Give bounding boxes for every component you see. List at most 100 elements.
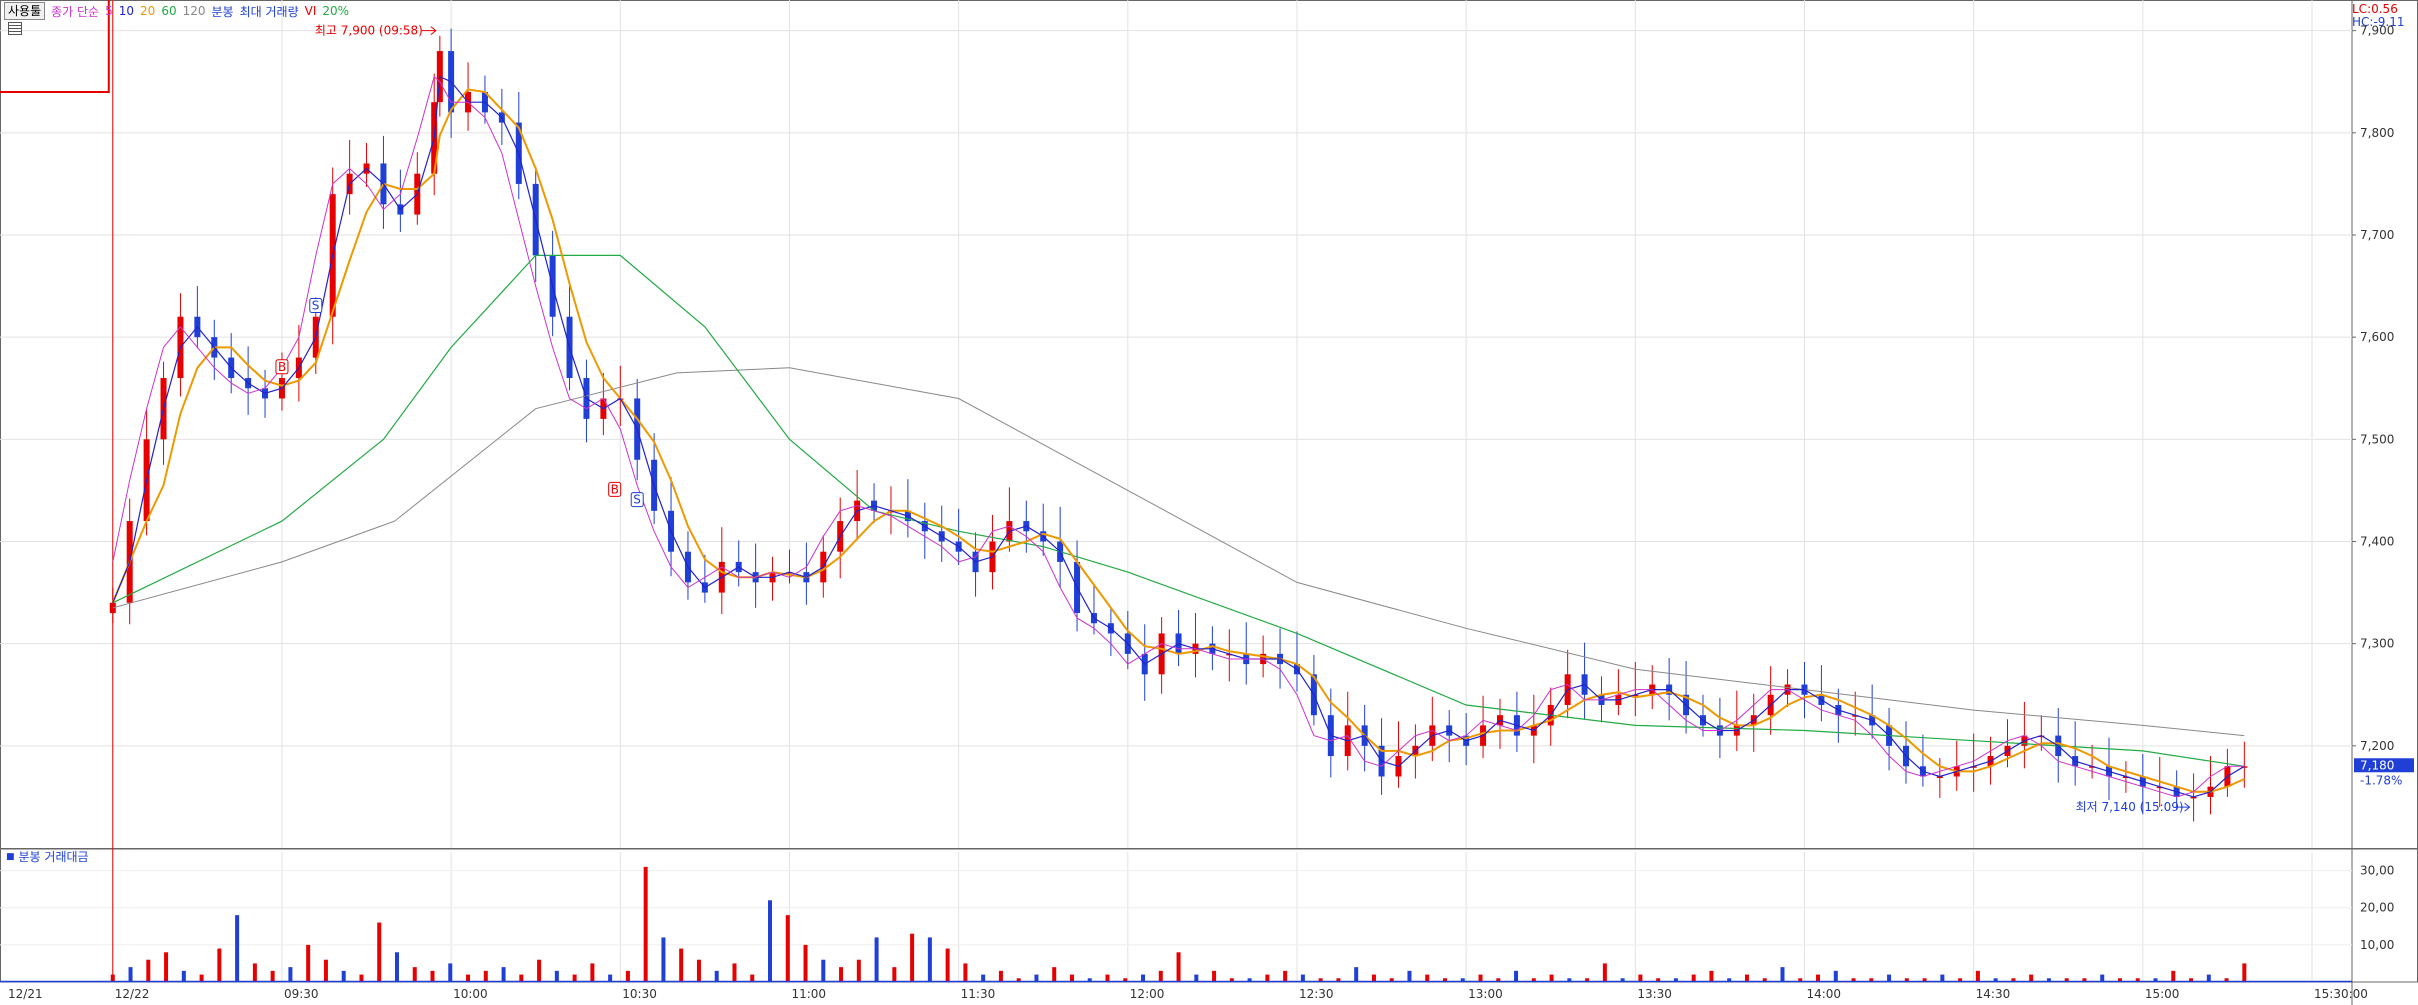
price-tick-label: 7,900 (2360, 24, 2394, 38)
time-tick-label: 13:30 (1637, 987, 1672, 1001)
volume-bar (1176, 952, 1181, 982)
volume-bar (572, 974, 577, 982)
ma10-label: 10 (118, 4, 135, 18)
volume-bar (661, 937, 666, 982)
volume-bar (1087, 978, 1092, 982)
volume-bar (608, 974, 613, 982)
volume-bar (1993, 978, 1998, 982)
volume-bar (768, 900, 773, 982)
volume-bar (394, 952, 399, 982)
volume-bar (1620, 978, 1625, 982)
time-tick-label: 12/21 (8, 987, 43, 1001)
volume-bar (1069, 974, 1074, 982)
volume-bar (1443, 978, 1447, 982)
volume-bar (2224, 978, 2229, 982)
ma20-line (111, 88, 2245, 793)
volume-bar (1318, 978, 1323, 982)
volume-bar (1265, 974, 1270, 982)
volume-bar (1673, 978, 1678, 982)
volume-bar (217, 948, 222, 982)
volume-bar (270, 970, 275, 982)
volume-bar (1958, 978, 1963, 982)
candle-body (1936, 776, 1943, 778)
candle-label: 분봉 (211, 4, 234, 19)
volume-bar (1247, 978, 1252, 982)
volume-bar (1780, 967, 1785, 982)
price-panel-frame (0, 0, 2418, 849)
candle-body (1852, 715, 1859, 717)
volume-bar (679, 948, 684, 982)
volume-bar (1975, 970, 1980, 982)
volume-bar (1567, 978, 1572, 982)
current-price-label: 7,180 (2360, 758, 2394, 772)
volume-bar (1212, 970, 1217, 982)
volume-bar (483, 970, 488, 982)
volume-bar (2206, 974, 2211, 982)
candle-body (109, 602, 116, 614)
volume-panel-label: ■ 분봉 거래대금 (6, 848, 89, 865)
price-tick-label: 7,200 (2360, 739, 2394, 753)
toolbar-button[interactable]: 사용툴 (4, 2, 46, 20)
volume-bar (2135, 978, 2140, 982)
vi-marker (0, 0, 110, 93)
volume-title: 분봉 거래대금 (18, 850, 89, 864)
low-arrow-icon (2175, 802, 2191, 812)
volume-bar (1336, 978, 1341, 982)
volume-bar (2064, 978, 2069, 982)
time-tick-label: 12:30 (1299, 987, 1334, 1001)
volume-bar (821, 959, 826, 982)
ma120-label: 120 (182, 4, 206, 18)
volume-bar (128, 967, 133, 982)
volume-bar (714, 970, 719, 982)
volume-bar (732, 963, 737, 982)
volume-bar (1727, 978, 1732, 982)
time-tick-label: 09:30 (284, 987, 319, 1001)
time-tick-label: 12:00 (1130, 987, 1165, 1001)
sell-signal-marker (630, 492, 644, 508)
volume-bar (945, 948, 950, 982)
volume-marker-icon: ■ (6, 851, 15, 862)
volume-bar (1709, 970, 1714, 982)
volume-bar (2029, 974, 2034, 982)
volume-bar (1851, 978, 1856, 982)
buy-signal-marker (608, 481, 622, 497)
volume-bar (1585, 978, 1590, 982)
ma120-line (112, 367, 2245, 737)
volume-bar (856, 959, 861, 982)
volume-bar (1514, 970, 1519, 982)
buy-signal-label: B (611, 482, 619, 496)
volume-bar (696, 959, 701, 982)
volume-bar (448, 963, 453, 982)
volume-bar (803, 944, 808, 982)
volume-tick-label: 30,00 (2360, 864, 2394, 878)
high-arrow-icon (421, 26, 437, 36)
volume-bar (839, 967, 844, 982)
volume-bar (554, 970, 559, 982)
volume-bar (323, 959, 328, 982)
candle-body (786, 572, 793, 574)
ma10-line (112, 75, 2245, 798)
volume-bar (537, 959, 542, 982)
volume-panel-frame (0, 848, 2418, 983)
volume-bar (2189, 978, 2194, 982)
volume-bar (1549, 974, 1554, 982)
volume-bar (519, 974, 524, 982)
volume-bar (785, 915, 790, 982)
vi-label: VI (304, 4, 317, 18)
volume-bar (110, 974, 115, 982)
volume-bar (750, 974, 755, 982)
settings-icon[interactable] (8, 22, 22, 35)
volume-bar (430, 970, 435, 982)
candle-body (2122, 776, 2129, 778)
ma60-line (112, 254, 2245, 767)
volume-bar (1816, 974, 1821, 982)
volume-bar (252, 963, 257, 982)
volume-bar (2242, 963, 2247, 982)
volume-bar (1691, 974, 1696, 982)
price-tick-label: 7,700 (2360, 228, 2394, 242)
volume-bar (288, 967, 293, 982)
volume-bar (2153, 978, 2158, 982)
volume-bar (963, 963, 968, 982)
ma20-label: 20 (140, 4, 156, 18)
